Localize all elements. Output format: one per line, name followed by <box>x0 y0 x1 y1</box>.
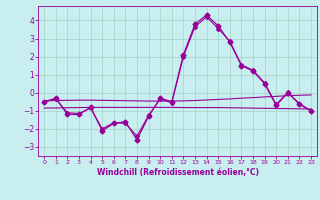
X-axis label: Windchill (Refroidissement éolien,°C): Windchill (Refroidissement éolien,°C) <box>97 168 259 177</box>
